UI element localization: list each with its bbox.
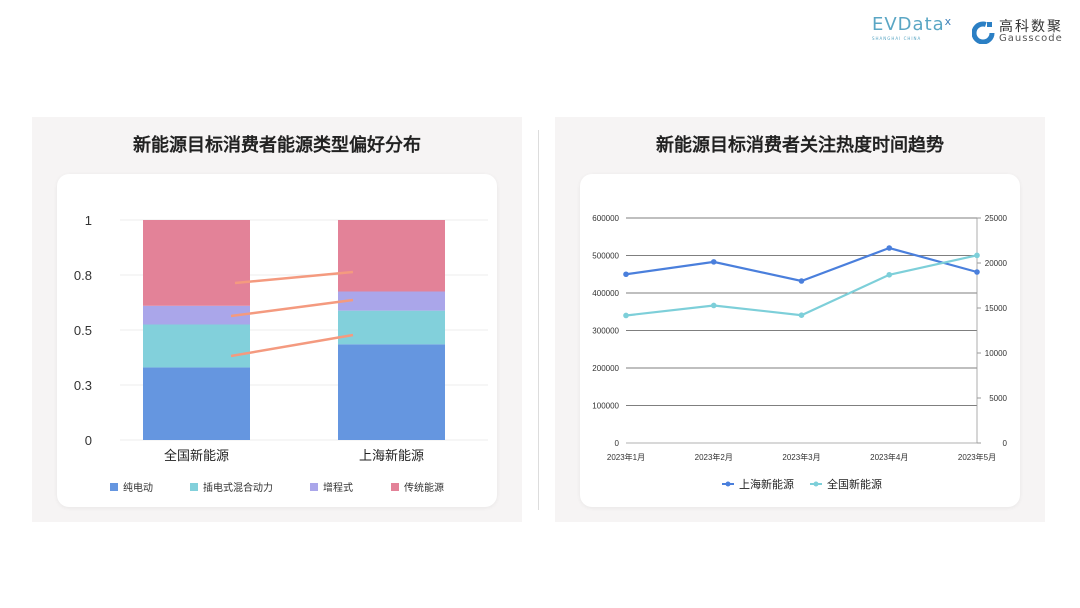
gausscode-en: Gausscode: [999, 33, 1063, 44]
trend-panel: 新能源目标消费者关注热度时间趋势: [555, 117, 1045, 522]
evdata-wordmark: EVData: [872, 14, 945, 35]
chart-card: [57, 174, 497, 507]
evdata-logo: EVDatax SHANGHAI CHINA: [872, 14, 952, 41]
gausscode-icon: [972, 21, 995, 44]
evdata-x-mark: x: [944, 15, 952, 28]
chart-title: 新能源目标消费者能源类型偏好分布: [133, 135, 421, 156]
divider: [538, 130, 539, 510]
chart-title: 新能源目标消费者关注热度时间趋势: [656, 135, 944, 156]
chart-card: [580, 174, 1020, 507]
evdata-subtitle: SHANGHAI CHINA: [872, 35, 922, 41]
preference-panel: 新能源目标消费者能源类型偏好分布: [32, 117, 522, 522]
gausscode-logo: 高科数聚 Gausscode: [972, 20, 1063, 44]
gausscode-cn: 高科数聚: [999, 19, 1063, 35]
